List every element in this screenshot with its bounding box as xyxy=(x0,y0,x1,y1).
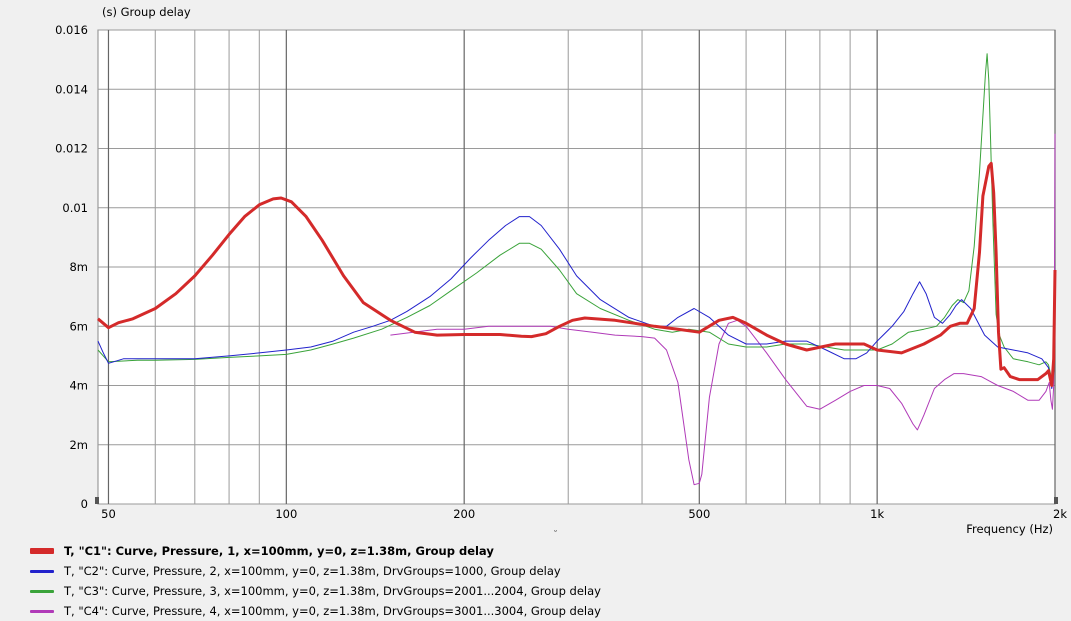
legend-item-c4[interactable]: T, "C4": Curve, Pressure, 4, x=100mm, y=… xyxy=(30,601,601,621)
legend-label: T, "C2": Curve, Pressure, 2, x=100mm, y=… xyxy=(64,564,561,578)
y-tick-label: 0.016 xyxy=(55,23,88,37)
series-line-c2 xyxy=(97,216,1056,389)
y-tick-label: 4m xyxy=(69,379,88,393)
x-tick-label: 500 xyxy=(688,507,710,521)
legend-swatch xyxy=(30,569,54,573)
legend-label: T, "C4": Curve, Pressure, 4, x=100mm, y=… xyxy=(64,604,601,618)
series-line-c1 xyxy=(97,161,1057,387)
x-tick-label: 1k xyxy=(870,507,884,521)
group-delay-chart: 0 2m 4m 6m 8m 0.01 0.012 0.014 0.016 50 100 200 500 1… xyxy=(55,5,1067,536)
legend-swatch xyxy=(30,548,54,554)
legend-item-c1[interactable]: T, "C1": Curve, Pressure, 1, x=100mm, y=… xyxy=(30,541,601,561)
x-tick-label: 100 xyxy=(275,507,297,521)
legend-item-c2[interactable]: T, "C2": Curve, Pressure, 2, x=100mm, y=… xyxy=(30,561,601,581)
y-tick-label: 0 xyxy=(81,497,88,511)
legend-label: T, "C1": Curve, Pressure, 1, x=100mm, y=… xyxy=(64,544,494,558)
x-tick-label: 2k xyxy=(1053,507,1067,521)
x-axis-title: Frequency (Hz) xyxy=(966,522,1053,536)
chart-legend: T, "C1": Curve, Pressure, 1, x=100mm, y=… xyxy=(30,541,601,621)
left-slider-handle xyxy=(95,497,99,504)
legend-swatch xyxy=(30,609,54,613)
chart-svg: 0 2m 4m 6m 8m 0.01 0.012 0.014 0.016 50 100 200 500 1… xyxy=(55,5,1067,536)
legend-item-c3[interactable]: T, "C3": Curve, Pressure, 3, x=100mm, y=… xyxy=(30,581,601,601)
y-tick-label: 0.01 xyxy=(62,201,88,215)
legend-swatch xyxy=(30,589,54,593)
y-axis-title: (s) Group delay xyxy=(102,5,191,19)
y-tick-label: 8m xyxy=(69,260,88,274)
y-tick-label: 6m xyxy=(69,319,88,333)
legend-label: T, "C3": Curve, Pressure, 3, x=100mm, y=… xyxy=(64,584,601,598)
series-line-c4 xyxy=(390,133,1056,486)
y-tick-label: 0.014 xyxy=(55,82,88,96)
y-tick-label: 0.012 xyxy=(55,142,88,156)
x-tick-label: 50 xyxy=(101,507,116,521)
right-slider-handle xyxy=(1054,497,1058,504)
x-tick-label: 200 xyxy=(453,507,475,521)
y-tick-label: 2m xyxy=(69,438,88,452)
cursor-mark: ˘ xyxy=(553,530,558,541)
series-line-c3 xyxy=(97,53,1056,386)
